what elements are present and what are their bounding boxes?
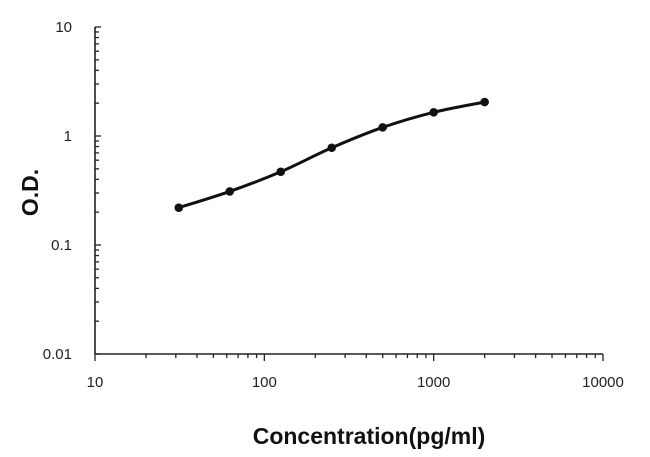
x-tick-label: 1000 (417, 374, 450, 391)
x-axis-title: Concentration(pg/ml) (253, 423, 486, 449)
x-tick-label: 10 (87, 374, 104, 391)
x-tick-label: 10000 (582, 374, 624, 391)
series-line (177, 100, 487, 210)
y-axis-title: O.D. (17, 169, 43, 216)
data-point (276, 167, 286, 177)
data-points (174, 97, 489, 212)
y-axis-tick-labels: 0.01 0.1 1 10 (43, 19, 72, 363)
data-point (225, 187, 235, 196)
data-point (174, 203, 184, 212)
y-tick-label: 0.01 (43, 346, 72, 363)
x-axis-tick-labels: 10 100 1000 10000 (87, 374, 624, 391)
x-tick-label: 100 (252, 374, 277, 391)
data-point (378, 123, 387, 132)
y-tick-label: 0.1 (51, 237, 72, 254)
data-point (429, 107, 438, 117)
y-tick-label: 10 (55, 19, 72, 36)
data-point (327, 143, 337, 153)
y-tick-label: 1 (64, 128, 72, 145)
x-axis-major-ticks (94, 354, 604, 361)
y-axis-major-ticks (95, 26, 101, 355)
data-point (480, 97, 489, 107)
